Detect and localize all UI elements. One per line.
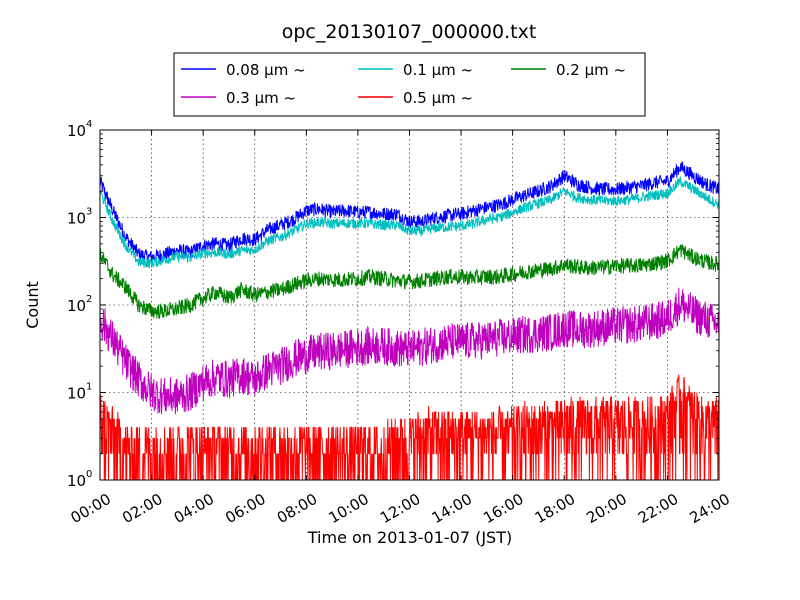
legend-label: 0.1 μm ~	[403, 61, 473, 79]
y-tick-label: 10 4	[67, 119, 92, 140]
series-line-3	[100, 287, 719, 415]
series-line-4	[100, 374, 719, 480]
legend-label: 0.3 μm ~	[226, 89, 296, 107]
x-axis-label: Time on 2013-01-07 (JST)	[307, 528, 512, 547]
y-tick-base: 10	[67, 472, 86, 490]
y-tick-exponent: 3	[86, 207, 92, 218]
y-axis-label: Count	[23, 281, 42, 329]
legend-label: 0.2 μm ~	[556, 61, 626, 79]
legend-label: 0.5 μm ~	[403, 89, 473, 107]
y-tick-label: 10 3	[67, 207, 92, 228]
y-tick-base: 10	[67, 385, 86, 403]
y-tick-exponent: 2	[86, 294, 92, 305]
axis-ticks	[99, 129, 720, 481]
series-line-1	[100, 176, 719, 269]
legend-label: 0.08 μm ~	[226, 61, 306, 79]
y-tick-base: 10	[67, 122, 86, 140]
legend-frame	[173, 52, 646, 117]
series-line-2	[100, 244, 719, 320]
series-line-0	[100, 161, 719, 264]
y-tick-base: 10	[67, 297, 86, 315]
legend: 0.08 μm ~ 0.1 μm ~ 0.2 μm ~ 0.3 μm ~ 0.5 μm …	[173, 52, 646, 117]
chart-title: opc_20130107_000000.txt	[282, 21, 537, 43]
series-group	[100, 161, 719, 480]
y-tick-exponent: 0	[86, 469, 92, 480]
y-tick-label: 10 1	[67, 382, 92, 403]
y-tick-label: 10 2	[67, 294, 92, 315]
y-tick-exponent: 4	[86, 119, 92, 130]
y-tick-exponent: 1	[86, 382, 92, 393]
y-tick-label: 10 0	[67, 469, 92, 490]
y-tick-base: 10	[67, 210, 86, 228]
